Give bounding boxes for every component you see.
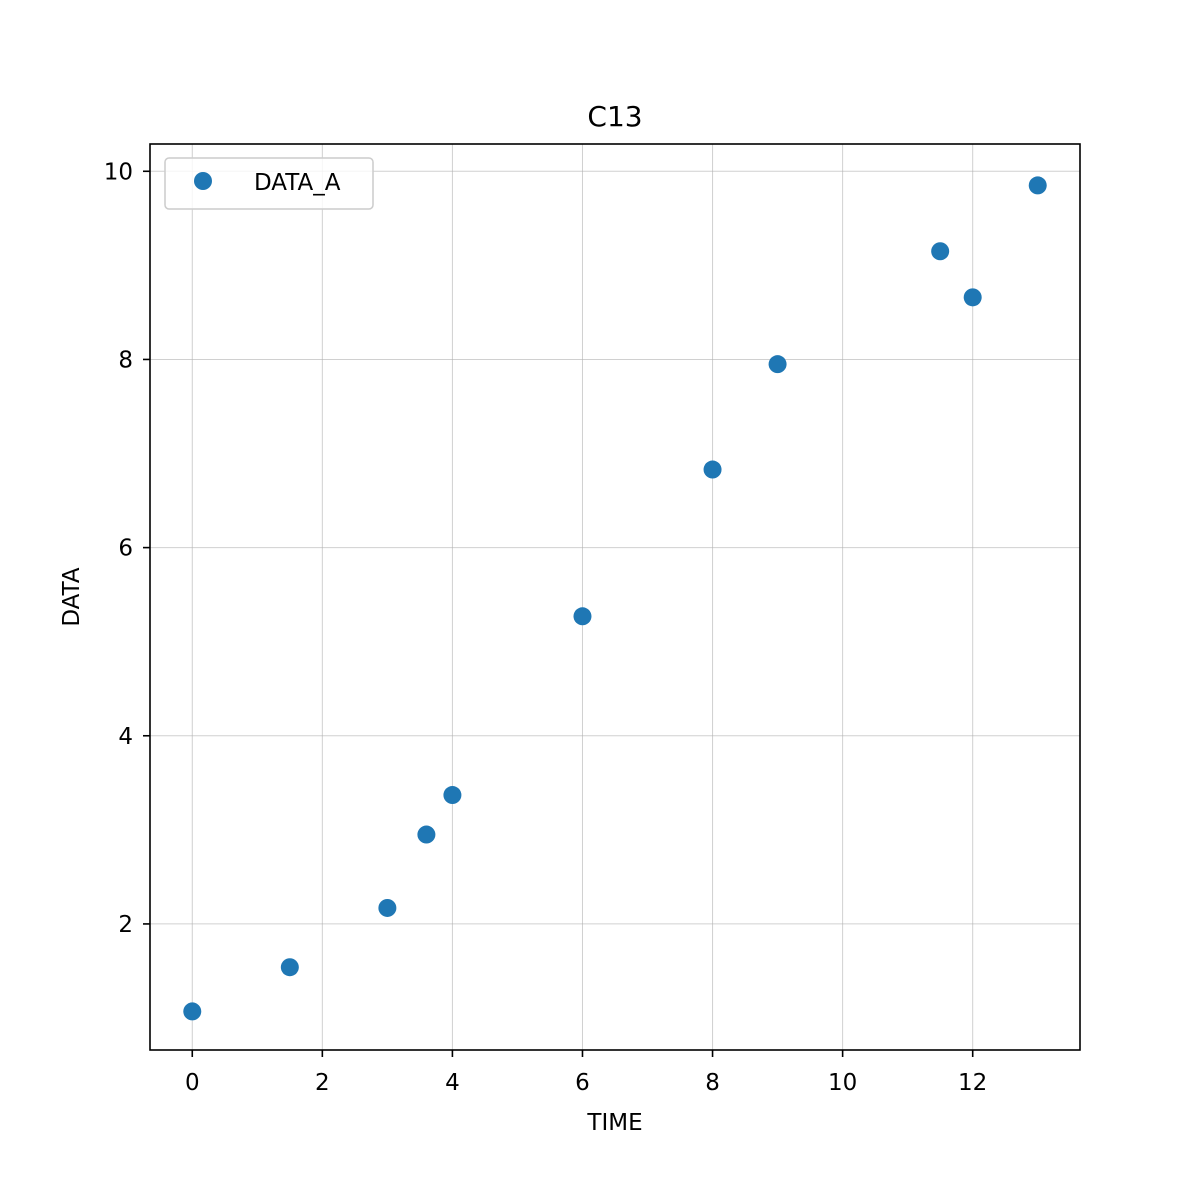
- x-tick-label: 10: [828, 1070, 857, 1096]
- chart-title: C13: [587, 100, 642, 133]
- legend-box: [164, 157, 374, 210]
- x-tick-label: 0: [185, 1070, 200, 1096]
- x-axis-label: TIME: [586, 1110, 642, 1136]
- data-point: [703, 460, 722, 479]
- data-point: [931, 242, 950, 261]
- y-tick-label: 4: [118, 724, 133, 750]
- data-point: [963, 288, 982, 307]
- legend-marker: [194, 172, 212, 190]
- x-tick-label: 8: [705, 1070, 720, 1096]
- legend: DATA_A: [164, 157, 374, 210]
- legend-label: DATA_A: [254, 170, 341, 196]
- data-point: [573, 607, 592, 626]
- y-tick-label: 6: [118, 536, 133, 562]
- y-tick-label: 8: [118, 347, 133, 373]
- x-tick-label: 12: [958, 1070, 987, 1096]
- grid: [150, 144, 1080, 1050]
- x-tick-label: 6: [575, 1070, 590, 1096]
- y-tick-label: 2: [118, 912, 133, 938]
- axis-ticks: 0 2 4 6 8 10 12 2 4 6 8 10: [104, 159, 988, 1096]
- x-tick-label: 4: [445, 1070, 460, 1096]
- data-point: [443, 786, 462, 805]
- x-tick-label: 2: [315, 1070, 330, 1096]
- data-point: [378, 898, 397, 917]
- y-axis-label: DATA: [59, 567, 85, 627]
- data-points: [183, 176, 1047, 1021]
- data-point: [183, 1002, 202, 1021]
- data-point: [768, 355, 787, 374]
- plot-frame: [149, 143, 1081, 1051]
- data-point: [1028, 176, 1047, 195]
- y-tick-label: 10: [104, 159, 133, 185]
- data-point: [417, 825, 436, 844]
- data-point: [280, 958, 299, 977]
